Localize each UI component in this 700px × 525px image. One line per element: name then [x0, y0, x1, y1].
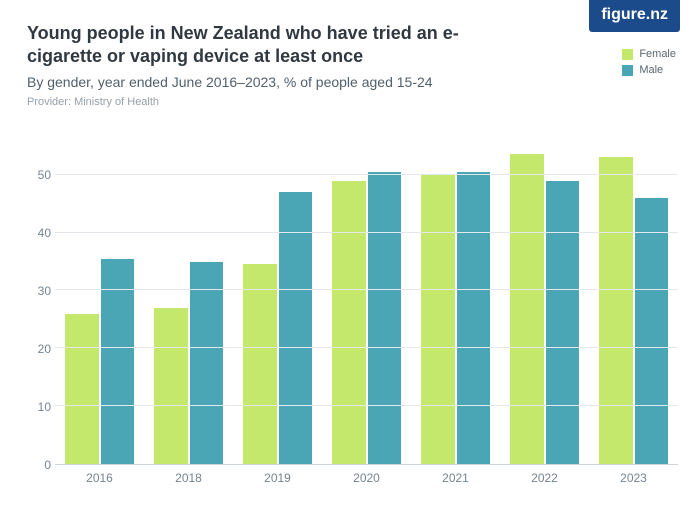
bar-group: [233, 140, 322, 464]
legend-swatch: [622, 49, 633, 60]
bar-group: [55, 140, 144, 464]
bar-female: [65, 314, 99, 464]
grid-line: [55, 347, 678, 348]
y-tick-label: 50: [27, 168, 51, 182]
chart-provider: Provider: Ministry of Health: [27, 96, 507, 108]
y-tick-label: 0: [27, 458, 51, 472]
bar-group: [589, 140, 678, 464]
y-tick-label: 40: [27, 226, 51, 240]
x-tick-label: 2020: [322, 467, 411, 487]
bar-male: [368, 172, 402, 464]
grid-line: [55, 174, 678, 175]
bar-male: [190, 262, 224, 465]
bar-male: [635, 198, 669, 464]
figure-nz-logo: figure.nz: [589, 0, 680, 32]
bar-group: [322, 140, 411, 464]
chart-subtitle: By gender, year ended June 2016–2023, % …: [27, 74, 507, 90]
grid-line: [55, 232, 678, 233]
bar-female: [510, 154, 544, 464]
bar-female: [154, 308, 188, 464]
bar-female: [243, 264, 277, 464]
plot-area: [55, 140, 678, 465]
y-tick-label: 10: [27, 400, 51, 414]
bar-male: [279, 192, 313, 464]
bar-group: [500, 140, 589, 464]
bar-female: [421, 175, 455, 464]
bar-female: [599, 157, 633, 464]
legend-label: Male: [639, 64, 663, 76]
bar-group: [144, 140, 233, 464]
y-tick-label: 30: [27, 284, 51, 298]
grid-line: [55, 405, 678, 406]
x-tick-label: 2021: [411, 467, 500, 487]
y-tick-label: 20: [27, 342, 51, 356]
x-tick-label: 2022: [500, 467, 589, 487]
chart-area: 2016201820192020202120222023 0 10 20 30 40 50: [27, 140, 678, 487]
x-tick-label: 2018: [144, 467, 233, 487]
bar-group: [411, 140, 500, 464]
legend-label: Female: [639, 48, 676, 60]
bar-male: [546, 181, 580, 465]
x-tick-label: 2016: [55, 467, 144, 487]
chart-canvas: figure.nz Young people in New Zealand wh…: [0, 0, 700, 525]
x-tick-label: 2023: [589, 467, 678, 487]
legend-item-male: Male: [622, 64, 676, 76]
chart-title: Young people in New Zealand who have tri…: [27, 22, 507, 68]
legend-item-female: Female: [622, 48, 676, 60]
x-axis-labels: 2016201820192020202120222023: [55, 467, 678, 487]
legend-swatch: [622, 65, 633, 76]
bar-female: [332, 181, 366, 465]
grid-line: [55, 289, 678, 290]
legend: Female Male: [622, 48, 676, 80]
chart-header: Young people in New Zealand who have tri…: [27, 22, 507, 108]
bar-male: [457, 172, 491, 464]
bar-groups: [55, 140, 678, 464]
x-tick-label: 2019: [233, 467, 322, 487]
